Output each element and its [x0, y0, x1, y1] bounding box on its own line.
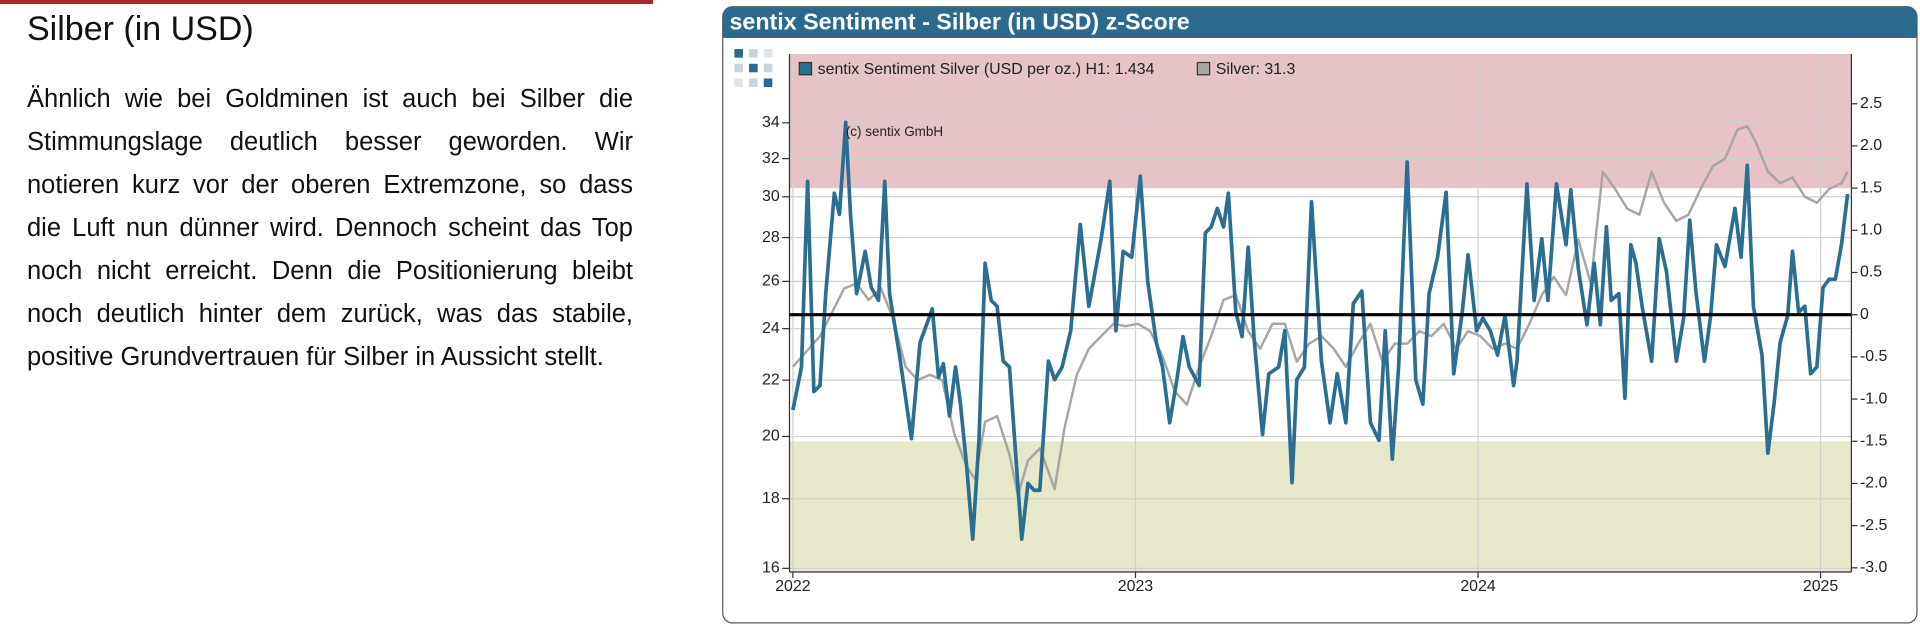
- y-tick-label: 24: [762, 320, 780, 337]
- x-tick-label: 2022: [775, 578, 811, 595]
- y2-tick-label: -0.5: [1860, 348, 1888, 365]
- y-tick-label: 20: [762, 428, 780, 445]
- accent-bar: [0, 0, 653, 4]
- y-tick-label: 34: [762, 114, 780, 131]
- zone-band: [789, 441, 1852, 573]
- y2-tick-label: 1.0: [1860, 222, 1882, 239]
- y-tick-label: 32: [762, 150, 780, 167]
- x-tick-label: 2024: [1460, 578, 1496, 595]
- x-tick-label: 2023: [1118, 578, 1154, 595]
- article-heading: Silber (in USD): [27, 10, 254, 48]
- article-text: Ähnlich wie bei Goldminen ist auch bei S…: [27, 85, 633, 371]
- series-line: [791, 120, 1850, 541]
- y2-tick-label: 0.5: [1860, 264, 1882, 281]
- x-tick-label: 2025: [1803, 578, 1839, 595]
- legend-swatch: [1196, 61, 1211, 76]
- y-tick-label: 30: [762, 188, 780, 205]
- y-tick-label: 28: [762, 229, 780, 246]
- zone-band: [789, 53, 1852, 189]
- legend-swatch: [798, 61, 813, 76]
- y2-tick-label: -1.0: [1860, 390, 1888, 407]
- y-tick-label: 18: [762, 490, 780, 507]
- y2-tick-label: 0: [1860, 306, 1869, 323]
- y2-tick-label: -1.5: [1860, 432, 1888, 449]
- chart: sentix Sentiment - Silber (in USD) z-Sco…: [722, 6, 1918, 624]
- y-tick-label: 16: [762, 560, 780, 577]
- chart-title: sentix Sentiment - Silber (in USD) z-Sco…: [729, 8, 1189, 34]
- y2-tick-label: 1.5: [1860, 179, 1882, 196]
- y2-tick-label: -2.0: [1860, 475, 1888, 492]
- y2-tick-label: 2.0: [1860, 137, 1882, 154]
- y2-tick-label: 2.5: [1860, 95, 1882, 112]
- y2-tick-label: -3.0: [1860, 559, 1888, 576]
- title-bar: [722, 6, 1917, 39]
- series-line: [792, 125, 1849, 497]
- y-tick-label: 26: [762, 273, 780, 290]
- logo: [734, 49, 773, 88]
- legend-label: Silver: 31.3: [1216, 61, 1296, 78]
- annotation: (c) sentix GmbH: [846, 124, 943, 139]
- y-tick-label: 22: [762, 371, 780, 388]
- legend-label: sentix Sentiment Silver (USD per oz.) H1…: [818, 61, 1155, 78]
- y2-tick-label: -2.5: [1860, 517, 1888, 534]
